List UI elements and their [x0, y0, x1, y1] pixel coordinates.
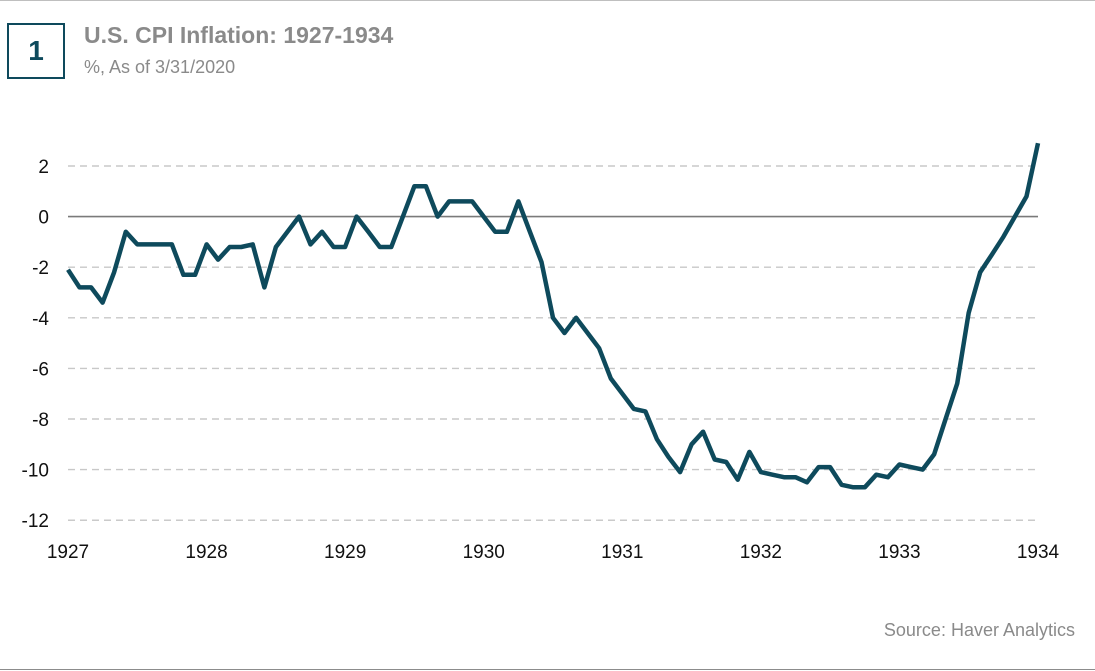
- top-divider: [0, 0, 1095, 1]
- y-tick-label: -10: [22, 461, 49, 482]
- x-tick-label: 1927: [47, 542, 89, 563]
- grid-lines: [68, 165, 1038, 521]
- y-tick-label: -8: [32, 410, 49, 431]
- x-axis-ticks: 1927 1928 1929 1930 1931 1932 1933 1934: [47, 542, 1060, 563]
- y-tick-label: 0: [38, 208, 49, 229]
- y-tick-label: -6: [32, 359, 49, 380]
- series-layer: [66, 142, 1041, 490]
- x-tick-label: 1928: [185, 542, 227, 563]
- y-tick-label: -12: [22, 511, 49, 532]
- y-tick-label: 2: [38, 157, 49, 178]
- x-tick-label: 1932: [740, 542, 782, 563]
- x-tick-label: 1930: [463, 542, 505, 563]
- source-note: Source: Haver Analytics: [883, 620, 1075, 640]
- x-tick-label: 1934: [1017, 542, 1060, 563]
- chart-title: U.S. CPI Inflation: 1927-1934: [84, 22, 394, 48]
- x-tick-label: 1931: [601, 542, 643, 563]
- series-line-cpi: [66, 142, 1041, 490]
- bottom-divider: [0, 669, 1095, 670]
- x-tick-label: 1929: [324, 542, 366, 563]
- chart-number-badge: 1: [7, 23, 65, 79]
- y-tick-label: -4: [32, 309, 49, 330]
- x-tick-label: 1933: [878, 542, 920, 563]
- y-tick-label: -2: [32, 258, 49, 279]
- chart-subtitle: %, As of 3/31/2020: [84, 57, 236, 77]
- y-axis-ticks: 2 0 -2 -4 -6 -8 -10 -12: [22, 157, 50, 532]
